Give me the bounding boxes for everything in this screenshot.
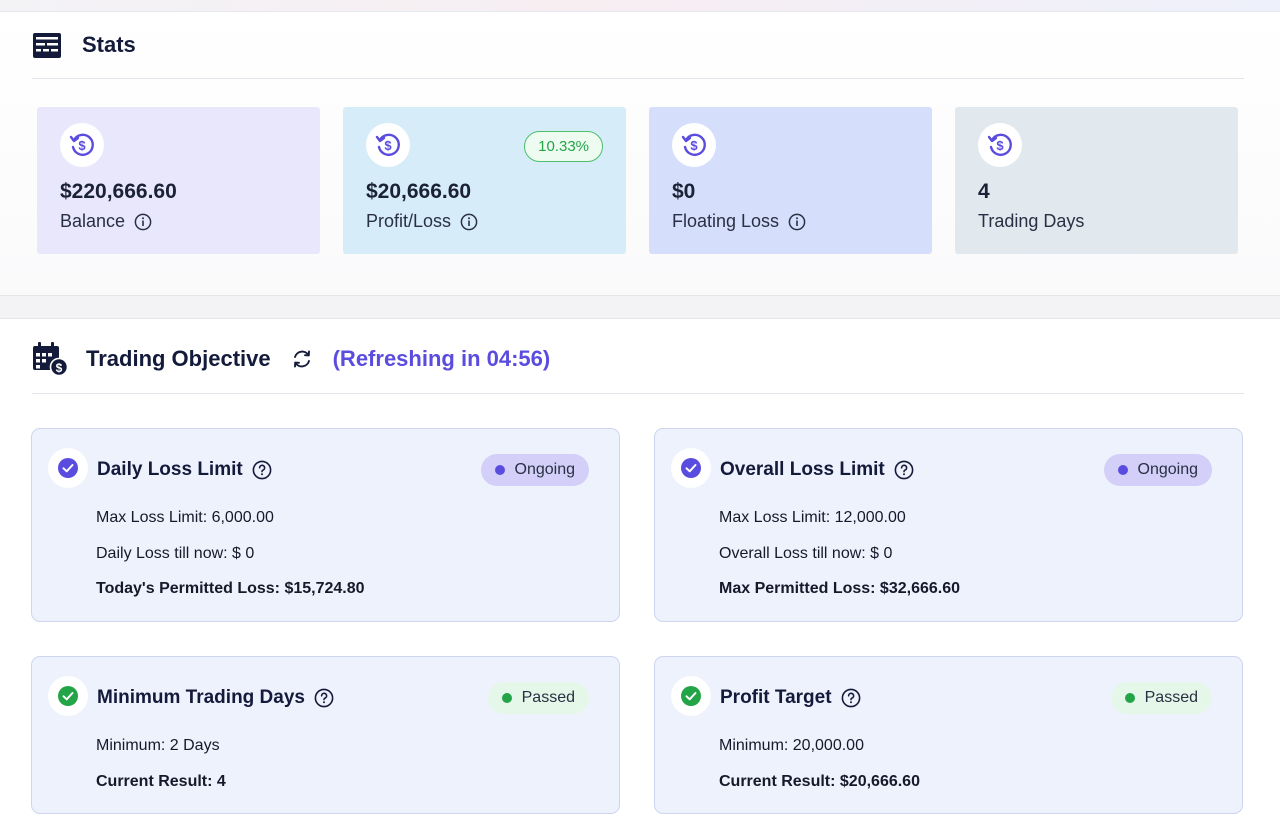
- objective-header: $ Trading Objective (Refreshing in 04:56…: [32, 324, 1244, 394]
- svg-text:$: $: [996, 138, 1004, 153]
- help-icon[interactable]: [314, 688, 334, 708]
- daily-loss-limit-title-row: Daily Loss Limit: [97, 459, 272, 481]
- balance-label-row: Balance: [60, 211, 152, 232]
- calendar-dollar-icon: $: [33, 341, 68, 376]
- dollar-refresh-icon: $: [60, 123, 104, 167]
- info-icon[interactable]: [134, 213, 152, 231]
- status-dot: [501, 693, 512, 703]
- max-loss-limit-text: Max Loss Limit: 12,000.00: [719, 509, 906, 526]
- daily-loss-limit-title: Daily Loss Limit: [97, 459, 243, 480]
- check-circle-icon: [671, 448, 711, 488]
- status-dot: [1117, 465, 1128, 475]
- objective-title: Trading Objective: [86, 345, 271, 371]
- profit-loss-value: $20,666.60: [366, 180, 472, 203]
- overall-loss-limit-title: Overall Loss Limit: [720, 459, 885, 480]
- status-badge: Passed: [1110, 682, 1212, 714]
- status-label: Passed: [1144, 689, 1198, 706]
- stats-title: Stats: [82, 32, 136, 57]
- status-badge: Passed: [487, 682, 589, 714]
- dollar-refresh-icon: $: [366, 123, 410, 167]
- svg-text:$: $: [56, 361, 63, 375]
- minimum-profit-text: Minimum: 20,000.00: [719, 737, 864, 754]
- profit-percent-badge: 10.33%: [524, 131, 603, 162]
- status-badge: Ongoing: [1103, 454, 1212, 486]
- svg-text:$: $: [384, 138, 392, 153]
- todays-permitted-loss-text: Today's Permitted Loss: $15,724.80: [96, 580, 365, 597]
- profit-loss-label-row: Profit/Loss: [366, 211, 478, 232]
- minimum-trading-days-card: Minimum Trading Days Passed Minimum: 2 D…: [31, 656, 620, 814]
- info-icon[interactable]: [788, 213, 806, 231]
- stats-panel-icon: [33, 32, 61, 58]
- minimum-trading-days-title-row: Minimum Trading Days: [97, 687, 334, 709]
- daily-loss-till-now-text: Daily Loss till now: $ 0: [96, 545, 255, 562]
- overall-loss-limit-title-row: Overall Loss Limit: [720, 459, 914, 481]
- floating-loss-value: $0: [672, 180, 696, 203]
- stats-header: Stats: [32, 12, 1244, 79]
- check-circle-icon: [48, 676, 88, 716]
- help-icon[interactable]: [841, 688, 861, 708]
- profit-loss-label: Profit/Loss: [366, 211, 452, 231]
- floating-loss-label-row: Floating Loss: [672, 211, 806, 232]
- daily-loss-limit-card: Daily Loss Limit Ongoing Max Loss Limit:…: [31, 428, 620, 622]
- status-label: Ongoing: [1137, 461, 1199, 478]
- svg-text:$: $: [690, 138, 698, 153]
- stats-cards: $ $220,666.60 Balance $: [37, 107, 1238, 254]
- minimum-trading-days-title: Minimum Trading Days: [97, 687, 305, 708]
- info-icon[interactable]: [460, 213, 478, 231]
- minimum-days-text: Minimum: 2 Days: [96, 737, 220, 754]
- refresh-icon[interactable]: [291, 348, 313, 370]
- dollar-refresh-icon: $: [672, 123, 716, 167]
- overall-loss-limit-card: Overall Loss Limit Ongoing Max Loss Limi…: [654, 428, 1243, 622]
- profit-target-title-row: Profit Target: [720, 687, 861, 709]
- status-label: Ongoing: [514, 461, 576, 478]
- floating-loss-label: Floating Loss: [672, 211, 780, 231]
- help-icon[interactable]: [252, 460, 272, 480]
- max-loss-limit-text: Max Loss Limit: 6,000.00: [96, 509, 274, 526]
- svg-text:$: $: [78, 138, 86, 153]
- overall-loss-till-now-text: Overall Loss till now: $ 0: [719, 545, 893, 562]
- status-label: Passed: [521, 689, 575, 706]
- trading-days-label: Trading Days: [978, 211, 1085, 231]
- top-strip: [0, 0, 1280, 12]
- balance-value: $220,666.60: [60, 180, 177, 203]
- trading-days-value: 4: [978, 180, 990, 203]
- help-icon[interactable]: [894, 460, 914, 480]
- profit-target-title: Profit Target: [720, 687, 832, 708]
- trading-days-card: $ 4 Trading Days: [955, 107, 1238, 254]
- trading-days-label-row: Trading Days: [978, 211, 1084, 232]
- profit-target-card: Profit Target Passed Minimum: 20,000.00 …: [654, 656, 1243, 814]
- status-badge: Ongoing: [480, 454, 589, 486]
- balance-label: Balance: [60, 211, 126, 231]
- floating-loss-card: $ $0 Floating Loss: [649, 107, 932, 254]
- status-dot: [494, 465, 505, 475]
- status-dot: [1124, 693, 1135, 703]
- current-result-text: Current Result: 4: [96, 773, 226, 790]
- profit-loss-card: $ 10.33% $20,666.60 Profit/Loss: [343, 107, 626, 254]
- balance-card: $ $220,666.60 Balance: [37, 107, 320, 254]
- current-result-text: Current Result: $20,666.60: [719, 773, 920, 790]
- refresh-countdown: (Refreshing in 04:56): [332, 345, 551, 371]
- check-circle-icon: [48, 448, 88, 488]
- check-circle-icon: [671, 676, 711, 716]
- section-divider: [0, 295, 1280, 319]
- max-permitted-loss-text: Max Permitted Loss: $32,666.60: [719, 580, 961, 597]
- dollar-refresh-icon: $: [978, 123, 1022, 167]
- stats-section: Stats $ $220,666.60 Balance: [0, 12, 1280, 295]
